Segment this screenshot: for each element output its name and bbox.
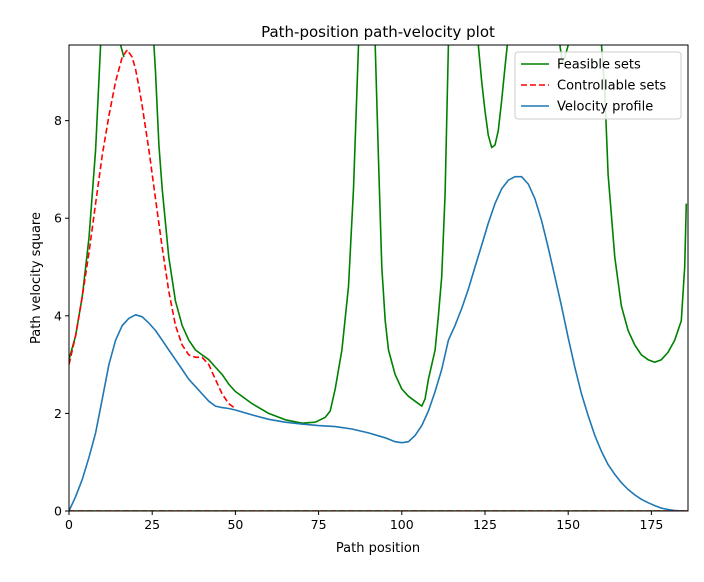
x-tick-label: 0 (65, 517, 73, 532)
y-tick-label: 0 (54, 504, 62, 519)
y-tick-label: 8 (54, 113, 62, 128)
plot-frame (68, 44, 689, 512)
feasible-sets-upper-line (153, 45, 360, 424)
feasible-sets-upper-line (374, 45, 450, 407)
y-tick-label: 4 (54, 308, 62, 323)
x-tick-label: 175 (639, 517, 663, 532)
x-tick-label: 50 (227, 517, 243, 532)
chart-title: Path-position path-velocity plot (261, 23, 495, 41)
controllable-sets-upper-line (69, 49, 236, 410)
x-tick-label: 25 (144, 517, 160, 532)
y-tick-label: 2 (54, 406, 62, 421)
x-axis: 0 25 50 75 100 125 150 175 (65, 511, 663, 532)
feasible-sets-upper-line (119, 45, 125, 58)
legend: Feasible sets Controllable sets Velocity p… (514, 51, 682, 120)
legend-box (514, 51, 682, 120)
feasible-sets-upper-line (600, 45, 688, 363)
y-axis-label: Path velocity square (29, 212, 44, 344)
x-tick-label: 125 (473, 517, 497, 532)
feasible-sets-upper-line (477, 45, 509, 149)
legend-label-velocity-profile: Velocity profile (557, 100, 653, 115)
feasible-sets-upper-line (69, 45, 102, 360)
x-tick-label: 100 (390, 517, 414, 532)
y-axis: 0 2 4 6 8 (54, 113, 69, 519)
velocity-profile-line (69, 175, 685, 511)
legend-label-feasible-sets: Feasible sets (557, 58, 641, 73)
x-tick-label: 150 (556, 517, 580, 532)
legend-label-controllable-sets: Controllable sets (557, 79, 666, 94)
x-axis-label: Path position (336, 541, 420, 556)
y-tick-label: 6 (54, 211, 62, 226)
x-tick-label: 75 (311, 517, 327, 532)
